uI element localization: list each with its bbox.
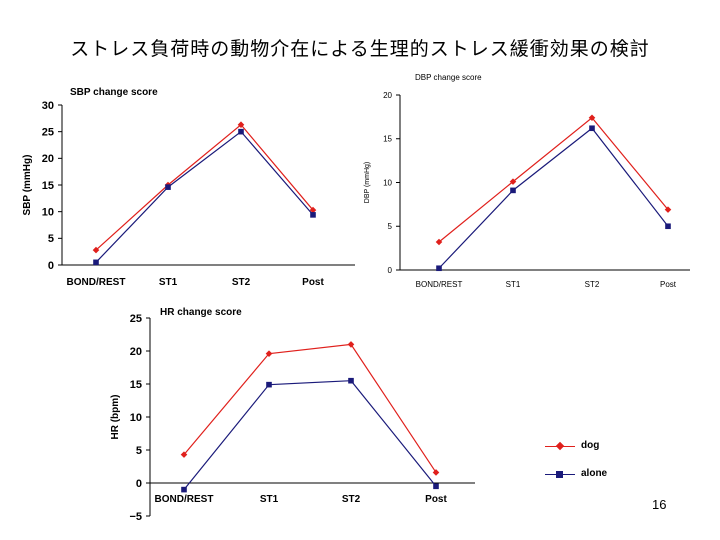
dbp-point-alone bbox=[589, 125, 595, 132]
dbp-chart: DBP change score DBP (mmHg) 0 5 10 15 20 BOND/R… bbox=[364, 73, 690, 289]
hr-x-tick-label: ST1 bbox=[260, 494, 279, 505]
hr-point-dog bbox=[432, 469, 440, 476]
hr-x-tick-label: BOND/REST bbox=[155, 494, 214, 505]
sbp-point-alone bbox=[238, 128, 244, 135]
sbp-chart: SBP change score SBP (mmHg) 0 5 10 15 20 25 30 BO… bbox=[22, 87, 355, 288]
dbp-point-dog bbox=[435, 238, 443, 246]
dbp-y-tick-label: 10 bbox=[383, 178, 392, 187]
sbp-series-line-dog bbox=[95, 123, 314, 251]
sbp-y-tick-label: 15 bbox=[42, 180, 54, 192]
dbp-y-axis-label: DBP (mmHg) bbox=[364, 162, 371, 203]
sbp-chart-title: SBP change score bbox=[70, 87, 158, 98]
hr-y-tick-label: −5 bbox=[129, 511, 142, 523]
sbp-x-tick-label: ST1 bbox=[159, 277, 178, 288]
hr-series-line-alone bbox=[183, 380, 437, 490]
sbp-y-tick-label: 0 bbox=[48, 260, 54, 272]
hr-point-dog bbox=[347, 341, 355, 348]
hr-y-tick-label: 20 bbox=[130, 346, 142, 358]
legend-label-alone: alone bbox=[581, 468, 608, 479]
sbp-point-dog bbox=[237, 121, 245, 129]
sbp-point-dog bbox=[309, 206, 317, 214]
hr-x-tick-label: Post bbox=[425, 494, 447, 505]
sbp-point-dog bbox=[92, 246, 100, 254]
hr-point-dog bbox=[180, 451, 188, 458]
sbp-series-line-alone bbox=[95, 130, 314, 263]
hr-point-alone bbox=[181, 486, 187, 493]
sbp-x-tick-label: BOND/REST bbox=[67, 277, 126, 288]
sbp-y-tick-label: 30 bbox=[42, 100, 54, 112]
slide-title: ストレス負荷時の動物介在による生理的ストレス緩衝効果の検討 bbox=[70, 38, 650, 60]
dbp-point-alone bbox=[665, 223, 671, 230]
hr-point-alone bbox=[348, 377, 354, 384]
dbp-y-tick-label: 20 bbox=[383, 91, 392, 100]
sbp-y-axis-label: SBP (mmHg) bbox=[22, 155, 33, 216]
sbp-y-tick-label: 5 bbox=[48, 233, 54, 245]
dbp-point-alone bbox=[436, 265, 442, 272]
dbp-y-tick-label: 15 bbox=[383, 135, 392, 144]
dbp-chart-title: DBP change score bbox=[415, 73, 482, 82]
legend-marker-alone bbox=[556, 471, 563, 478]
hr-chart-title: HR change score bbox=[160, 307, 242, 318]
sbp-y-tick-label: 10 bbox=[42, 207, 54, 219]
dbp-x-tick-label: ST2 bbox=[585, 280, 600, 289]
sbp-point-alone bbox=[310, 212, 316, 218]
hr-chart: HR change score HR (bpm) −5 0 5 10 15 20 25 BOND/… bbox=[110, 307, 475, 523]
legend-label-dog: dog bbox=[581, 440, 600, 451]
sbp-point-alone bbox=[93, 259, 99, 266]
dbp-y-tick-label: 5 bbox=[388, 222, 393, 231]
dbp-series-line-dog bbox=[438, 116, 669, 243]
hr-y-tick-label: 15 bbox=[130, 379, 142, 391]
dbp-x-tick-label: ST1 bbox=[506, 280, 521, 289]
dbp-series-line-alone bbox=[438, 127, 669, 269]
hr-y-axis-label: HR (bpm) bbox=[110, 395, 121, 440]
hr-point-alone bbox=[266, 381, 272, 388]
hr-x-tick-label: ST2 bbox=[342, 494, 361, 505]
page-number: 16 bbox=[652, 497, 667, 512]
hr-y-tick-label: 5 bbox=[136, 445, 142, 457]
hr-point-alone bbox=[433, 483, 439, 490]
sbp-x-tick-label: Post bbox=[302, 277, 324, 288]
sbp-y-tick-label: 25 bbox=[42, 127, 54, 139]
hr-series-line-dog bbox=[183, 343, 437, 473]
dbp-x-tick-label: BOND/REST bbox=[416, 280, 463, 289]
sbp-point-alone bbox=[165, 184, 171, 190]
hr-y-tick-label: 25 bbox=[130, 313, 142, 325]
legend-marker-dog bbox=[555, 441, 565, 451]
sbp-y-tick-label: 20 bbox=[42, 153, 54, 165]
dbp-x-tick-label: Post bbox=[660, 280, 677, 289]
dbp-point-alone bbox=[510, 187, 516, 194]
hr-y-tick-label: 10 bbox=[130, 412, 142, 424]
dbp-y-tick-label: 0 bbox=[388, 266, 393, 275]
hr-y-tick-label: 0 bbox=[136, 478, 142, 490]
sbp-x-tick-label: ST2 bbox=[232, 277, 251, 288]
